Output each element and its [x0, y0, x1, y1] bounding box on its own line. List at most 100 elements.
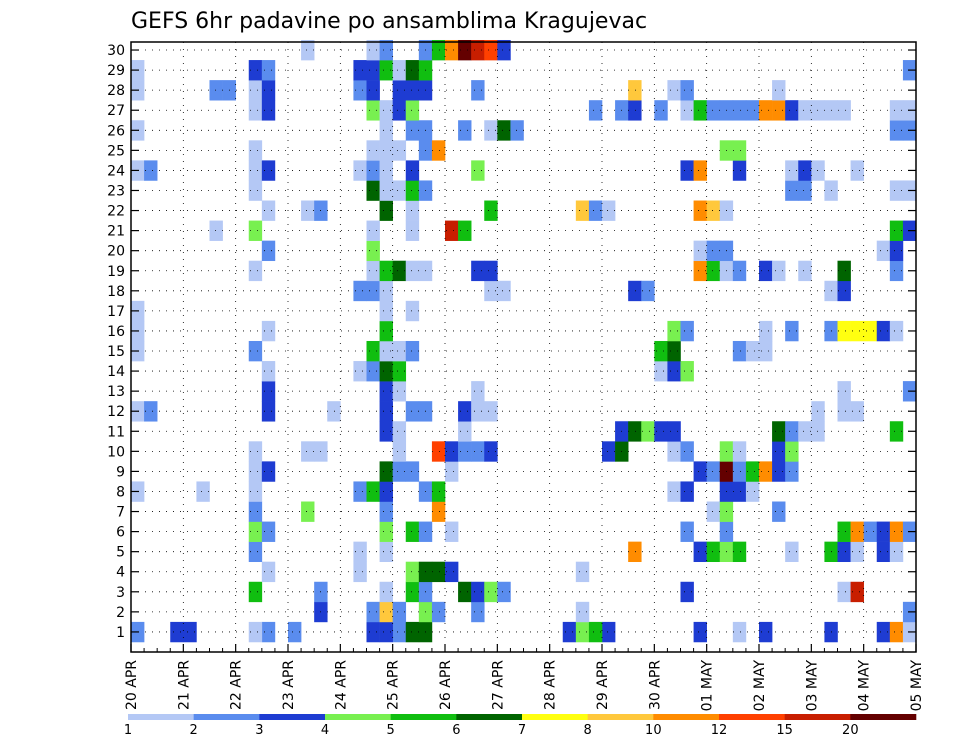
heatmap-cell: [667, 80, 681, 101]
x-tick-label: 20 APR: [124, 660, 140, 710]
heatmap-cell: [497, 581, 511, 603]
heatmap-cell: [889, 100, 904, 121]
heatmap-cell: [248, 80, 263, 101]
heatmap-cell: [366, 39, 380, 61]
heatmap-cell: [654, 100, 668, 121]
heatmap-cell: [667, 340, 681, 362]
heatmap-cell: [458, 39, 472, 61]
heatmap-cell: [837, 320, 851, 342]
heatmap-cell: [458, 401, 472, 422]
heatmap-cell: [889, 220, 904, 241]
heatmap-cell: [405, 521, 420, 542]
heatmap-cell: [745, 100, 760, 121]
y-tick-label: 25: [107, 143, 125, 159]
heatmap-cell: [445, 441, 459, 462]
heatmap-cell: [144, 401, 158, 422]
heatmap-cell: [798, 260, 812, 282]
x-tick-label: 27 APR: [490, 660, 506, 710]
heatmap-cell: [366, 621, 380, 643]
heatmap-cell: [392, 340, 407, 362]
heatmap-cell: [680, 521, 694, 542]
heatmap-cell: [732, 481, 747, 502]
heatmap-cell: [876, 240, 891, 262]
y-tick-label: 19: [107, 264, 125, 280]
heatmap-cell: [366, 361, 380, 382]
y-tick-label: 27: [107, 103, 125, 119]
heatmap-cell: [196, 481, 210, 502]
heatmap-cell: [837, 100, 851, 121]
heatmap-cell: [248, 541, 263, 563]
legend-swatch: [325, 714, 391, 720]
heatmap-cell: [353, 80, 367, 101]
heatmap-cell: [261, 200, 276, 221]
heatmap-cell: [248, 501, 263, 522]
heatmap-cell: [471, 401, 485, 422]
heatmap-cell: [366, 601, 380, 623]
heatmap-cell: [471, 160, 485, 181]
heatmap-cell: [484, 401, 498, 422]
x-tick-label: 29 APR: [595, 660, 611, 710]
heatmap-cell: [405, 80, 420, 101]
chart-title: GEFS 6hr padavine po ansamblima Kragujev…: [131, 9, 647, 34]
heatmap-cell: [379, 621, 393, 643]
legend-swatch: [193, 714, 260, 720]
heatmap-cell: [301, 501, 315, 522]
heatmap-cell: [798, 421, 812, 442]
heatmap-cell: [431, 140, 446, 161]
heatmap-cell: [732, 621, 747, 643]
heatmap-cell: [876, 541, 891, 563]
heatmap-cell: [745, 340, 760, 362]
heatmap-cell: [876, 521, 891, 542]
heatmap-cell: [248, 521, 263, 542]
heatmap-cell: [706, 240, 721, 262]
legend-swatch: [390, 714, 457, 720]
heatmap-cell: [693, 260, 707, 282]
heatmap-cell: [471, 39, 485, 61]
legend-swatch: [456, 714, 523, 720]
heatmap-cell: [889, 240, 904, 262]
heatmap-cell: [379, 481, 393, 502]
legend-swatch: [653, 714, 720, 720]
legend-label: 1: [124, 723, 132, 738]
heatmap-cell: [798, 100, 812, 121]
heatmap-cell: [458, 441, 472, 462]
heatmap-cell: [759, 340, 773, 362]
heatmap-cell: [261, 621, 276, 643]
heatmap-cell: [471, 601, 485, 623]
legend-swatch: [587, 714, 654, 720]
heatmap-cell: [876, 320, 891, 342]
y-tick-label: 11: [107, 424, 125, 440]
heatmap-cell: [785, 180, 799, 201]
heatmap-cell: [405, 220, 420, 241]
legend-swatch: [719, 714, 785, 720]
heatmap-cell: [248, 481, 263, 502]
heatmap-cell: [405, 340, 420, 362]
y-tick-label: 22: [107, 204, 125, 220]
heatmap-cell: [680, 160, 694, 181]
heatmap-cell: [759, 621, 773, 643]
heatmap-cell: [379, 541, 393, 563]
heatmap-cell: [379, 260, 393, 282]
heatmap-cell: [745, 481, 760, 502]
heatmap-cell: [261, 401, 276, 422]
heatmap-cell: [575, 561, 590, 583]
heatmap-cell: [706, 501, 721, 522]
heatmap-cell: [379, 180, 393, 201]
y-tick-label: 10: [107, 444, 125, 460]
heatmap-cell: [261, 100, 276, 121]
heatmap-cell: [458, 120, 472, 141]
grid-lines: [131, 42, 917, 652]
heatmap-cell: [484, 581, 498, 603]
heatmap-cell: [431, 481, 446, 502]
heatmap-cell: [445, 39, 459, 61]
heatmap-cell: [850, 581, 864, 603]
heatmap-cell: [379, 300, 393, 322]
heatmap-cells: [131, 39, 917, 643]
y-tick-label: 1: [116, 625, 125, 641]
heatmap-cell: [261, 521, 276, 542]
heatmap-cell: [209, 220, 223, 241]
heatmap-cell: [588, 621, 603, 643]
heatmap-cell: [353, 541, 367, 563]
heatmap-cell: [405, 60, 420, 81]
heatmap-cell: [261, 361, 276, 382]
